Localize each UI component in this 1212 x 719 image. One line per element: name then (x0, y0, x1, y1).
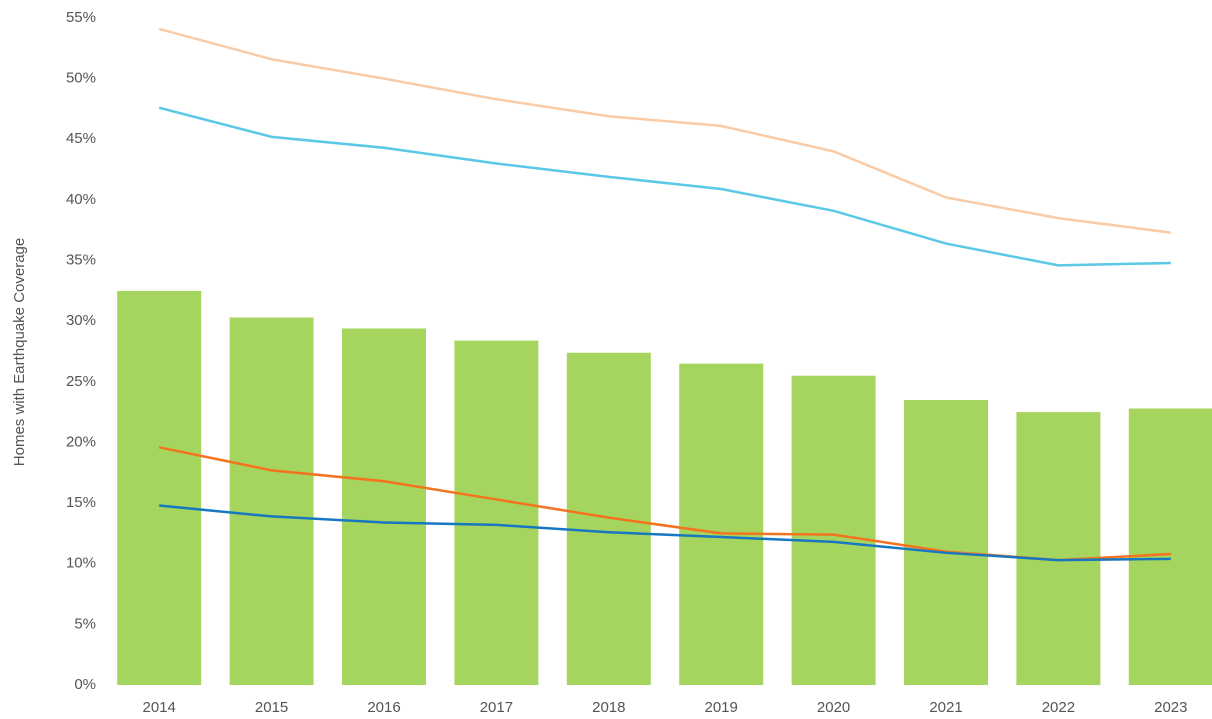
x-tick-label: 2015 (255, 699, 288, 716)
x-tick-label: 2018 (592, 699, 625, 716)
bar (1128, 408, 1212, 685)
x-tick-label: 2022 (1042, 699, 1075, 716)
x-tick-label: 2014 (143, 699, 176, 716)
y-tick-label: 0% (74, 676, 96, 693)
y-tick-label: 40% (66, 191, 96, 208)
y-tick-label: 25% (66, 373, 96, 390)
x-tick-label: 2023 (1154, 699, 1187, 716)
bar (791, 375, 876, 685)
x-tick-label: 2019 (705, 699, 738, 716)
bar (342, 328, 426, 685)
bar (679, 363, 764, 685)
x-tick-label: 2017 (480, 699, 513, 716)
y-tick-label: 35% (66, 252, 96, 269)
line (159, 504, 1171, 562)
bar (904, 400, 988, 685)
y-tick-label: 20% (66, 433, 96, 450)
y-tick-label: 5% (74, 615, 96, 632)
line (158, 27, 1171, 234)
bar (229, 317, 314, 685)
y-tick-label: 50% (66, 70, 96, 87)
y-tick-label: 55% (66, 9, 96, 26)
x-tick-label: 2016 (367, 699, 400, 716)
y-tick-label: 45% (66, 130, 96, 147)
y-tick-label: 10% (66, 555, 96, 572)
bar (454, 340, 539, 685)
x-tick-label: 2020 (817, 699, 850, 716)
x-tick-label: 2021 (929, 699, 962, 716)
y-tick-label: 15% (66, 494, 96, 511)
y-tick-label: 30% (66, 312, 96, 329)
bar (1016, 412, 1101, 685)
bar (117, 290, 202, 685)
y-axis-label: Homes with Earthquake Coverage (11, 238, 28, 466)
line (158, 106, 1171, 267)
